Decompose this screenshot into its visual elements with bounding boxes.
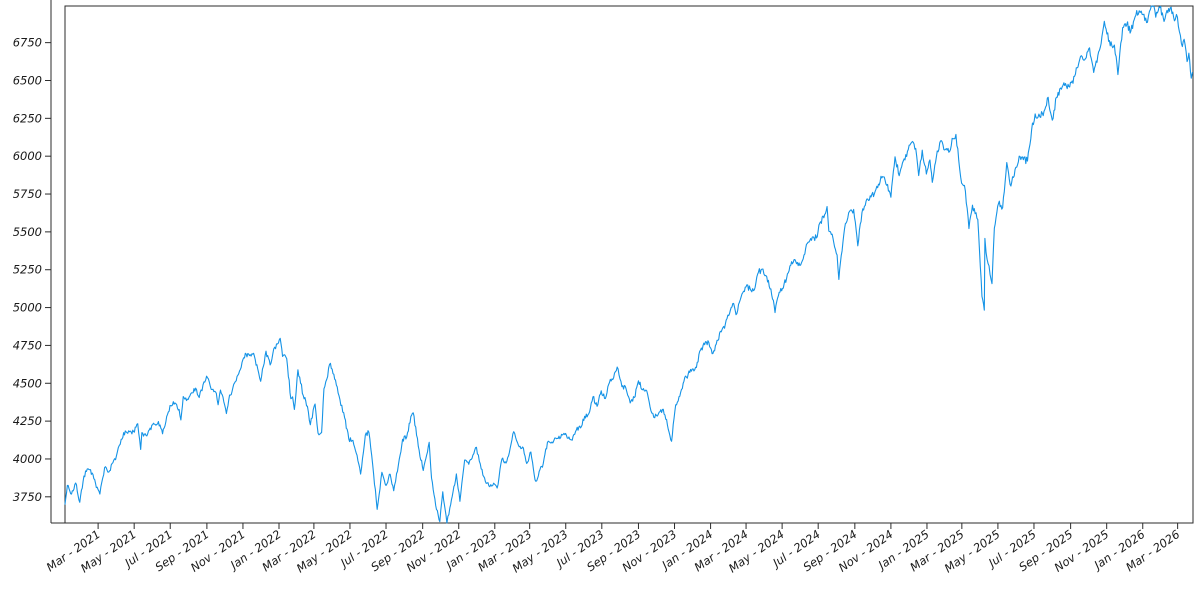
price-line-series xyxy=(64,5,1193,524)
y-tick-label: 5750 xyxy=(13,187,42,201)
y-tick-label: 4500 xyxy=(13,376,42,390)
y-tick-label: 4250 xyxy=(13,414,42,428)
y-tick-label: 5250 xyxy=(13,263,42,277)
y-tick-label: 6500 xyxy=(13,73,42,87)
y-tick-label: 4750 xyxy=(13,338,42,352)
plot-frame xyxy=(64,5,1194,524)
y-tick-label: 6250 xyxy=(13,111,42,125)
tick-labels-layer: 3750 4000 4250 4500 4750 5000 5250 5500 5750 6000… xyxy=(13,36,1183,576)
series-layer xyxy=(64,5,1193,524)
y-tick-label: 3750 xyxy=(13,490,42,504)
y-tick-label: 5000 xyxy=(13,301,42,315)
y-tick-label: 6000 xyxy=(13,149,42,163)
y-tick-label: 4000 xyxy=(13,452,42,466)
y-tick-label: 6750 xyxy=(13,36,42,50)
y-tick-label: 5500 xyxy=(13,225,42,239)
axes-layer xyxy=(45,0,1194,529)
